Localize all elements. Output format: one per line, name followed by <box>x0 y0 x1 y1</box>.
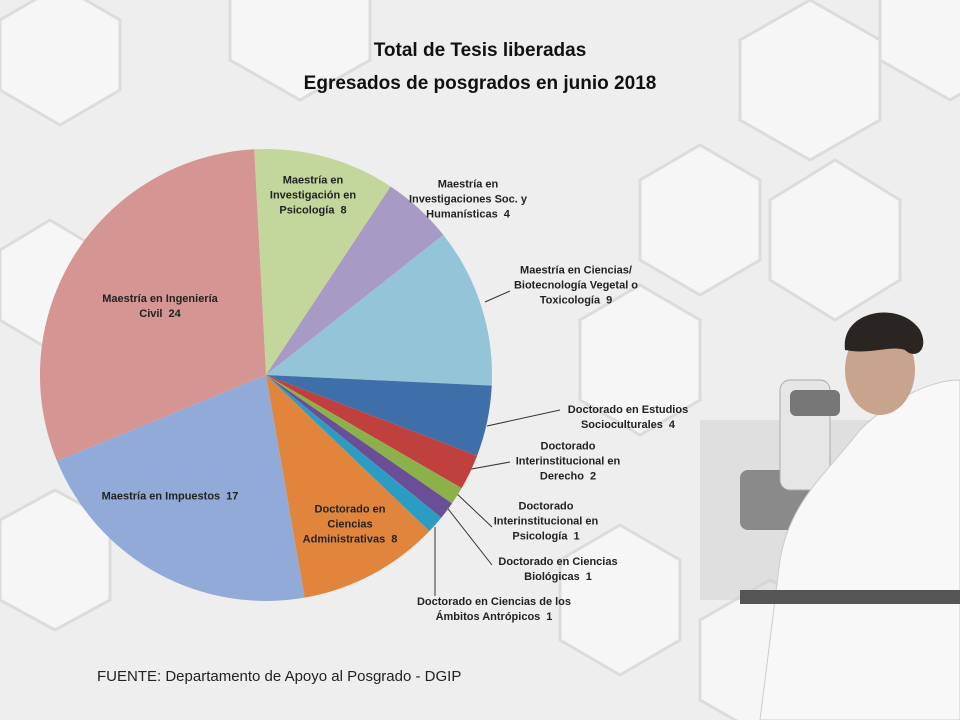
pie-slice <box>266 375 492 456</box>
slice-value: 1 <box>573 530 580 543</box>
lab-photo <box>700 312 960 720</box>
slice-label: Doctorado en Ciencias Administrativas 8 <box>295 503 405 548</box>
slice-label: Maestría en Investigaciones Soc. y Human… <box>408 178 528 223</box>
slice-value: 8 <box>391 533 398 546</box>
slice-value: 24 <box>168 308 181 320</box>
pie-slice <box>254 149 391 375</box>
pie-slice <box>266 375 462 504</box>
pie-slice <box>266 375 430 598</box>
pie-slice <box>266 375 453 518</box>
pie-slice <box>266 375 442 532</box>
slice-name: Maestría en Impuestos <box>101 490 221 503</box>
slice-name: Doctorado en Ciencias Administrativas <box>302 503 386 546</box>
slice-label: Doctorado en Ciencias de los Ámbitos Ant… <box>414 595 574 625</box>
pie-slice <box>266 375 478 489</box>
slice-name: Doctorado Interinstitucional en Derecho <box>515 440 621 483</box>
slice-value: 4 <box>668 419 676 431</box>
slice-value: 17 <box>226 490 239 503</box>
slice-label: Doctorado Interinstitucional en Derecho 2 <box>508 440 628 485</box>
slice-value: 9 <box>606 294 613 307</box>
pie-slice <box>57 375 305 601</box>
pie-slice <box>266 186 444 375</box>
slice-value: 1 <box>585 571 592 583</box>
slice-value: 2 <box>589 470 597 483</box>
slice-name: Maestría en Ciencias/ Biotecnología Vege… <box>513 264 639 307</box>
slice-value: 8 <box>340 204 347 217</box>
slice-name: Maestría en Investigaciones Soc. y Human… <box>409 178 527 221</box>
chart-title: Total de Tesis liberadas <box>373 40 587 61</box>
slice-name: Maestría en Ingeniería Civil <box>102 293 218 320</box>
slice-label: Maestría en Ciencias/ Biotecnología Vege… <box>506 264 646 309</box>
slice-name: Doctorado en Ciencias de los Ámbitos Ant… <box>416 596 572 623</box>
slice-label: Doctorado en Ciencias Biológicas 1 <box>491 555 626 585</box>
slice-label: Doctorado en Estudios Socioculturales 4 <box>558 403 698 433</box>
slice-name: Doctorado en Estudios Socioculturales <box>567 404 689 431</box>
pie-slice <box>266 234 492 386</box>
slice-label: Maestría en Ingeniería Civil 24 <box>90 292 230 322</box>
source-note: FUENTE: Departamento de Apoyo al Posgrad… <box>97 668 462 685</box>
slice-name: Maestría en Investigación en Psicología <box>269 174 357 217</box>
pie-slice <box>40 149 267 462</box>
slice-label: Maestría en Investigación en Psicología 8 <box>261 174 366 219</box>
leader-lines <box>434 290 561 596</box>
slice-name: Doctorado en Ciencias Biológicas <box>498 556 618 583</box>
slice-value: 1 <box>546 611 553 623</box>
slice-name: Doctorado Interinstitucional en Psicolog… <box>493 500 599 543</box>
pie <box>40 149 492 601</box>
chart-subtitle: Egresados de posgrados en junio 2018 <box>303 73 657 94</box>
slice-label: Maestría en Impuestos 17 <box>80 490 260 505</box>
slice-label: Doctorado Interinstitucional en Psicolog… <box>484 500 609 545</box>
slice-value: 4 <box>503 208 510 221</box>
